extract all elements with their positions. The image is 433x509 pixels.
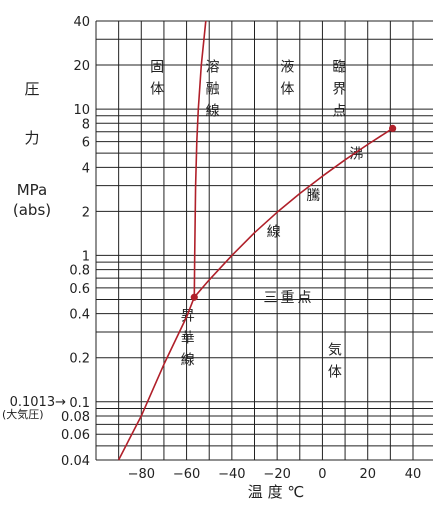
y-tick-label: 6 — [82, 136, 90, 151]
region-label: 三重点 — [264, 290, 315, 306]
region-label: 気体 — [328, 343, 342, 381]
atm-pressure-note: (大気圧) — [2, 407, 44, 421]
y-axis-label-4: (abs) — [13, 201, 51, 219]
triple-point-marker — [190, 293, 198, 301]
y-tick-label: 0.08 — [61, 410, 90, 425]
x-tick-label: −60 — [173, 467, 200, 482]
boiling-curve — [193, 127, 394, 298]
y-axis-label-1: 圧 — [24, 80, 39, 98]
region-label: 臨界点 — [332, 60, 346, 120]
x-tick-label: −40 — [218, 467, 245, 482]
region-label: 昇華線 — [181, 308, 195, 368]
x-tick-labels: −80 −60 −40 −20 0 20 40 — [128, 467, 422, 482]
y-tick-labels: 0.04 0.06 0.080.1 0.2 0.4 0.6 0.81 2 4 6 810 20 40 — [61, 15, 90, 469]
x-tick-label: 20 — [359, 467, 376, 482]
region-label: 固体 — [150, 60, 164, 98]
phase-points — [190, 124, 397, 301]
horizontal-grid — [96, 20, 433, 461]
y-tick-label: 8 — [82, 117, 90, 132]
y-tick-label: 1 — [82, 249, 90, 264]
y-tick-label: 0.8 — [69, 264, 90, 279]
atm-pressure-label: 0.1013→ — [10, 395, 66, 410]
x-tick-label: −80 — [128, 467, 155, 482]
region-label: 線 — [267, 224, 281, 240]
y-tick-label: 0.04 — [61, 454, 90, 469]
y-tick-label: 20 — [73, 59, 90, 74]
region-label: 液体 — [280, 60, 294, 98]
x-tick-label: 40 — [405, 467, 422, 482]
y-tick-label: 0.1 — [69, 396, 90, 411]
y-tick-label: 0.2 — [69, 352, 90, 367]
phase-curves — [117, 20, 394, 461]
x-tick-label: −20 — [263, 467, 290, 482]
region-label: 溶融線 — [206, 60, 220, 120]
x-axis-label: 温 度 ℃ — [248, 483, 304, 501]
critical-point-marker — [389, 124, 397, 133]
y-tick-label: 0.6 — [69, 282, 90, 297]
y-tick-label: 2 — [82, 205, 90, 220]
sublimation-curve — [117, 296, 196, 461]
y-tick-label: 10 — [73, 103, 90, 118]
y-axis-label-3: MPa — [17, 181, 48, 199]
y-tick-label: 0.06 — [61, 428, 90, 443]
vertical-grid — [95, 21, 414, 460]
region-label: 騰 — [306, 187, 320, 204]
y-axis-label-2: 力 — [24, 129, 39, 147]
x-tick-label: 0 — [318, 467, 326, 482]
melting-curve — [193, 20, 207, 298]
y-tick-label: 4 — [82, 161, 90, 176]
y-tick-label: 0.4 — [69, 308, 90, 323]
y-tick-label: 40 — [73, 15, 90, 30]
